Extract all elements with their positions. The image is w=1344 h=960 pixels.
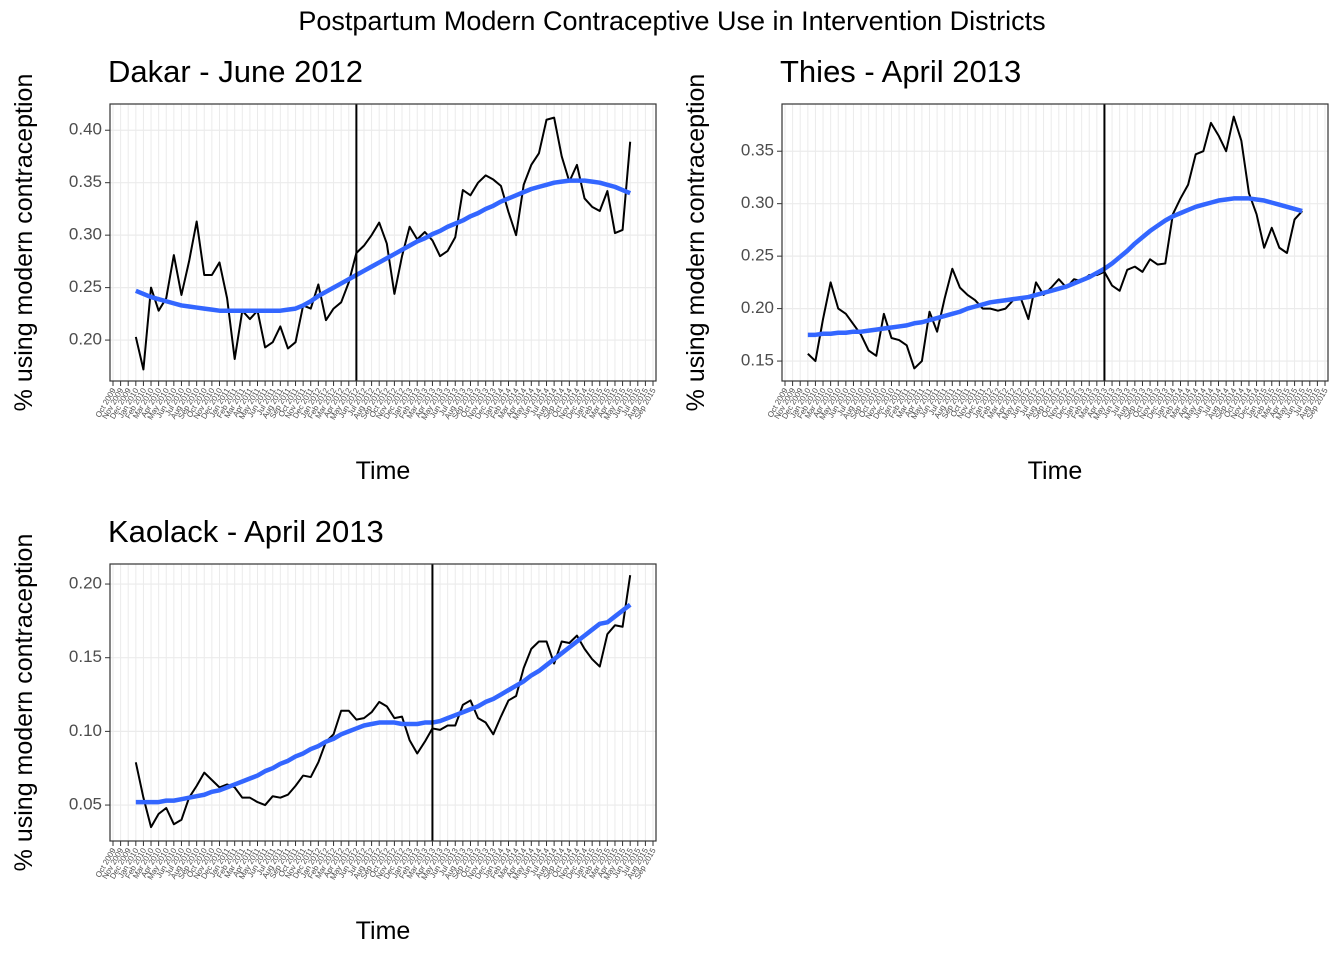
series-line: [134, 575, 632, 829]
y-tick-label: 0.40: [69, 120, 102, 139]
y-axis-title: % using modern contraception: [682, 74, 710, 412]
y-tick-label: 0.35: [741, 141, 774, 160]
plot-background: [782, 104, 1328, 381]
y-tick-label: 0.30: [741, 193, 774, 212]
panel-title: Thies - April 2013: [780, 54, 1021, 89]
y-tick-label: 0.20: [69, 574, 102, 593]
plot-border: [109, 103, 657, 382]
y-tick-label: 0.35: [69, 172, 102, 191]
y-tick-label: 0.25: [69, 277, 102, 296]
series-line: [807, 196, 1303, 338]
x-axis-title: Time: [356, 917, 411, 945]
plot-border: [781, 103, 1329, 382]
y-tick-label: 0.30: [69, 225, 102, 244]
y-tick-label: 0.15: [69, 647, 102, 666]
panel-title: Kaolack - April 2013: [108, 514, 384, 549]
y-tick-label: 0.20: [69, 330, 102, 349]
y-tick-label: 0.20: [741, 298, 774, 317]
y-tick-label: 0.15: [741, 351, 774, 370]
x-axis-title: Time: [1028, 457, 1083, 485]
y-tick-label: 0.10: [69, 721, 102, 740]
plot-background: [110, 104, 656, 381]
x-axis-title: Time: [356, 457, 411, 485]
y-axis-title: % using modern contraception: [10, 534, 38, 872]
plot-background: [110, 564, 656, 841]
y-axis-title: % using modern contraception: [10, 74, 38, 412]
figure-title: Postpartum Modern Contraceptive Use in I…: [298, 6, 1045, 36]
series-line: [134, 116, 632, 371]
series-line: [134, 178, 632, 313]
panel-title: Dakar - June 2012: [108, 54, 363, 89]
y-tick-label: 0.25: [741, 246, 774, 265]
y-tick-label: 0.05: [69, 795, 102, 814]
series-line: [135, 602, 632, 805]
plot-border: [109, 563, 657, 842]
series-line: [807, 115, 1303, 370]
